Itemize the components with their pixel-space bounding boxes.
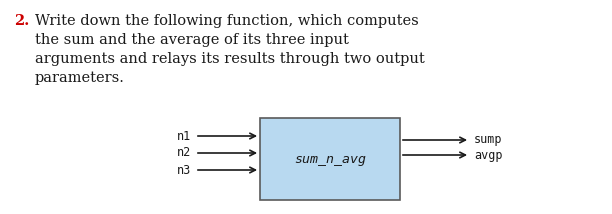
Text: n2: n2 <box>177 147 191 159</box>
Text: 2.: 2. <box>14 14 29 28</box>
Text: sum_n_avg: sum_n_avg <box>294 153 366 165</box>
Text: sump: sump <box>474 134 502 147</box>
Text: avgp: avgp <box>474 149 502 162</box>
Text: Write down the following function, which computes
the sum and the average of its: Write down the following function, which… <box>35 14 425 85</box>
Bar <box>260 118 400 200</box>
Text: n1: n1 <box>177 129 191 143</box>
Text: n3: n3 <box>177 163 191 177</box>
